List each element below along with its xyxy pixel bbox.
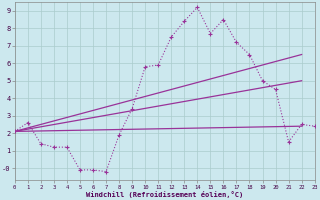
X-axis label: Windchill (Refroidissement éolien,°C): Windchill (Refroidissement éolien,°C)	[86, 191, 243, 198]
